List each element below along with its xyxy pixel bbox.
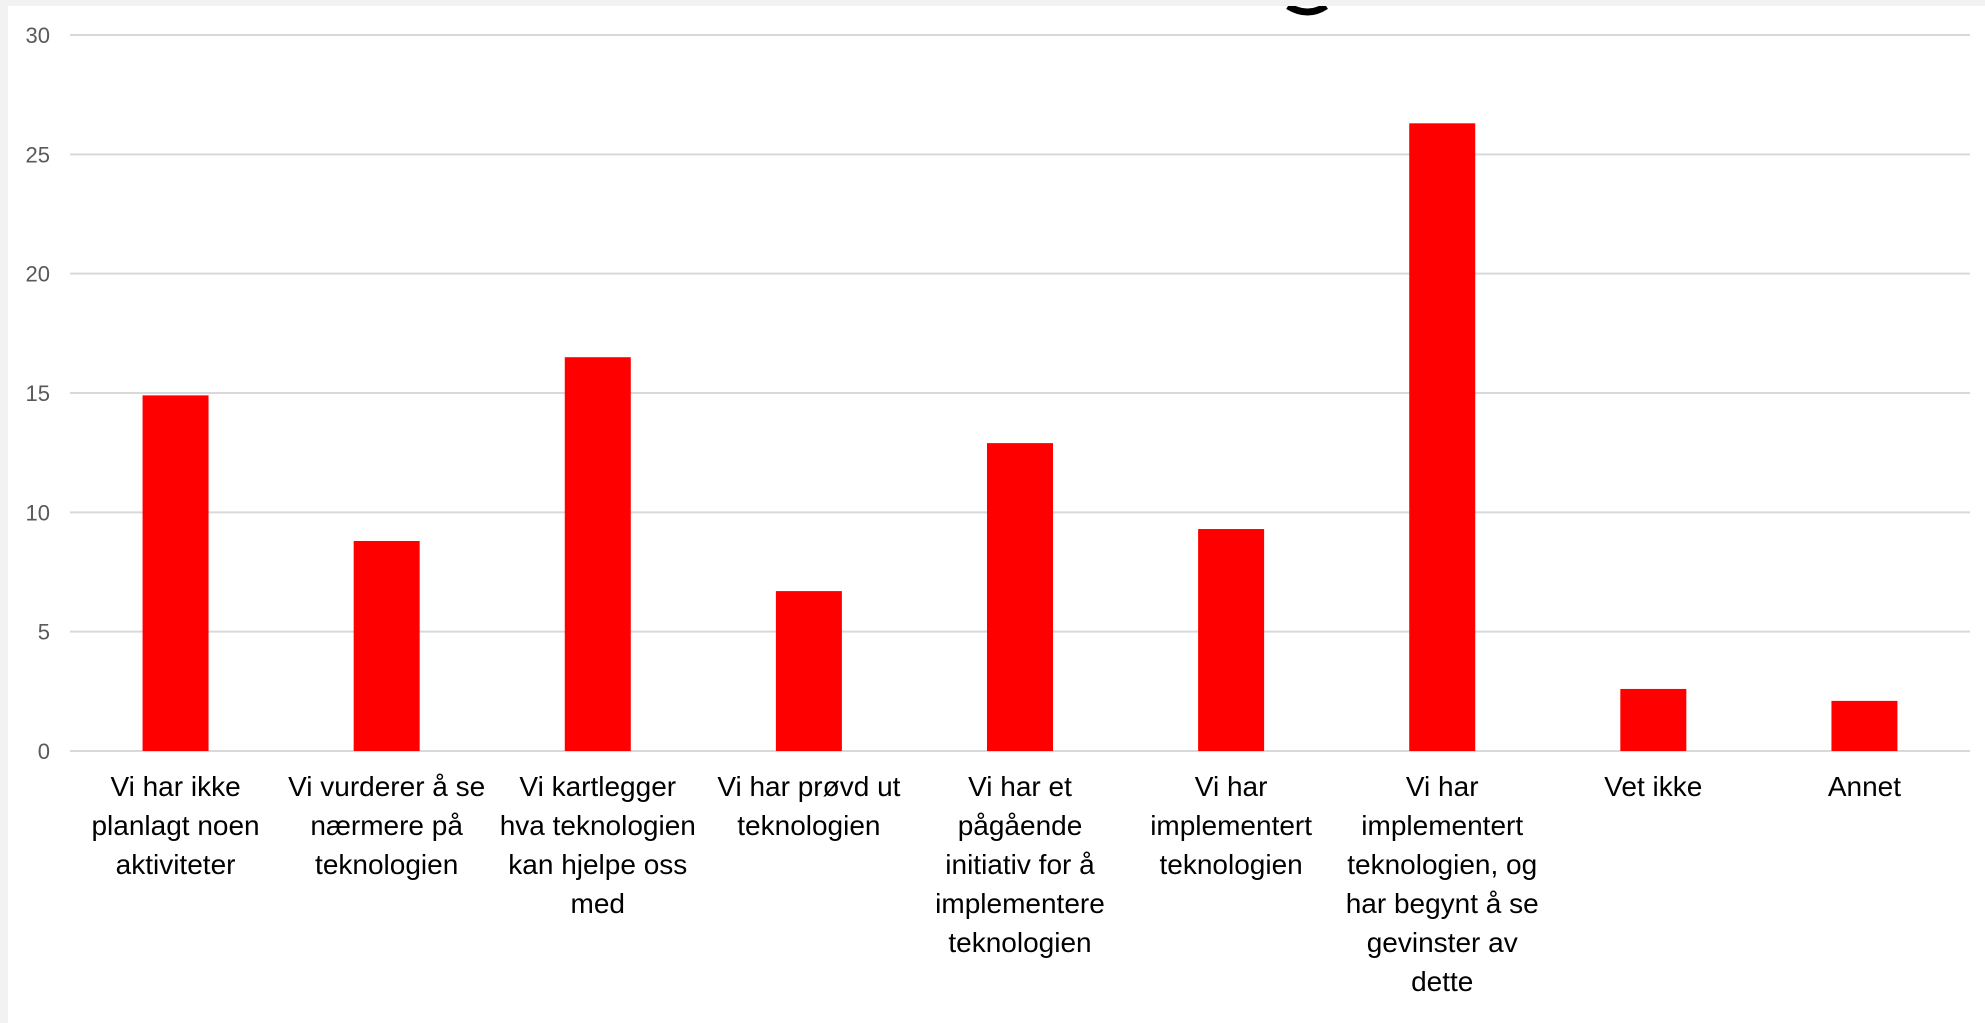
bar-chart: 0 5 10 15 20 25 30 Vi har ikke planlagt noen akt…: [26, 6, 1970, 997]
category-label-8: Vet ikke: [1604, 771, 1702, 802]
x-axis-labels: Vi har ikke planlagt noen aktiviteter Vi vu…: [91, 771, 1901, 997]
category-label-1: Vi har ikke planlagt noen aktiviteter: [91, 771, 259, 880]
y-axis-ticks: 0 5 10 15 20 25 30: [26, 23, 50, 764]
bar-9: [1831, 700, 1898, 751]
y-tick-label: 10: [26, 500, 50, 525]
y-tick-label: 25: [26, 142, 50, 167]
chart-frame: 0 5 10 15 20 25 30 Vi har ikke planlagt noen akt…: [8, 6, 1985, 1023]
bars: [142, 123, 1898, 752]
category-label-4: Vi har prøvd ut teknologien: [717, 771, 900, 841]
bar-2: [353, 540, 420, 751]
y-tick-label: 5: [38, 620, 50, 645]
bar-6: [1198, 529, 1265, 751]
y-tick-label: 0: [38, 739, 50, 764]
y-tick-label: 30: [26, 23, 50, 48]
category-label-3: Vi kartlegger hva teknologien kan hjelpe o…: [500, 771, 696, 919]
category-label-2: Vi vurderer å se nærmere på teknologien: [288, 771, 485, 880]
bar-3: [564, 357, 631, 751]
bar-4: [775, 591, 842, 751]
category-label-6: Vi har implementert teknologien: [1150, 771, 1312, 880]
bar-7: [1409, 123, 1476, 752]
bar-1: [142, 395, 209, 751]
bar-8: [1620, 688, 1687, 751]
y-tick-label: 20: [26, 262, 50, 287]
bar-5: [987, 443, 1053, 751]
category-label-5: Vi har et pågående initiativ for å implemen…: [935, 771, 1105, 958]
category-label-7: Vi har implementert teknologien, og har beg…: [1346, 771, 1539, 997]
y-tick-label: 15: [26, 381, 50, 406]
cropped-title-fragment: [1286, 6, 1328, 16]
category-label-9: Annet: [1828, 771, 1901, 802]
